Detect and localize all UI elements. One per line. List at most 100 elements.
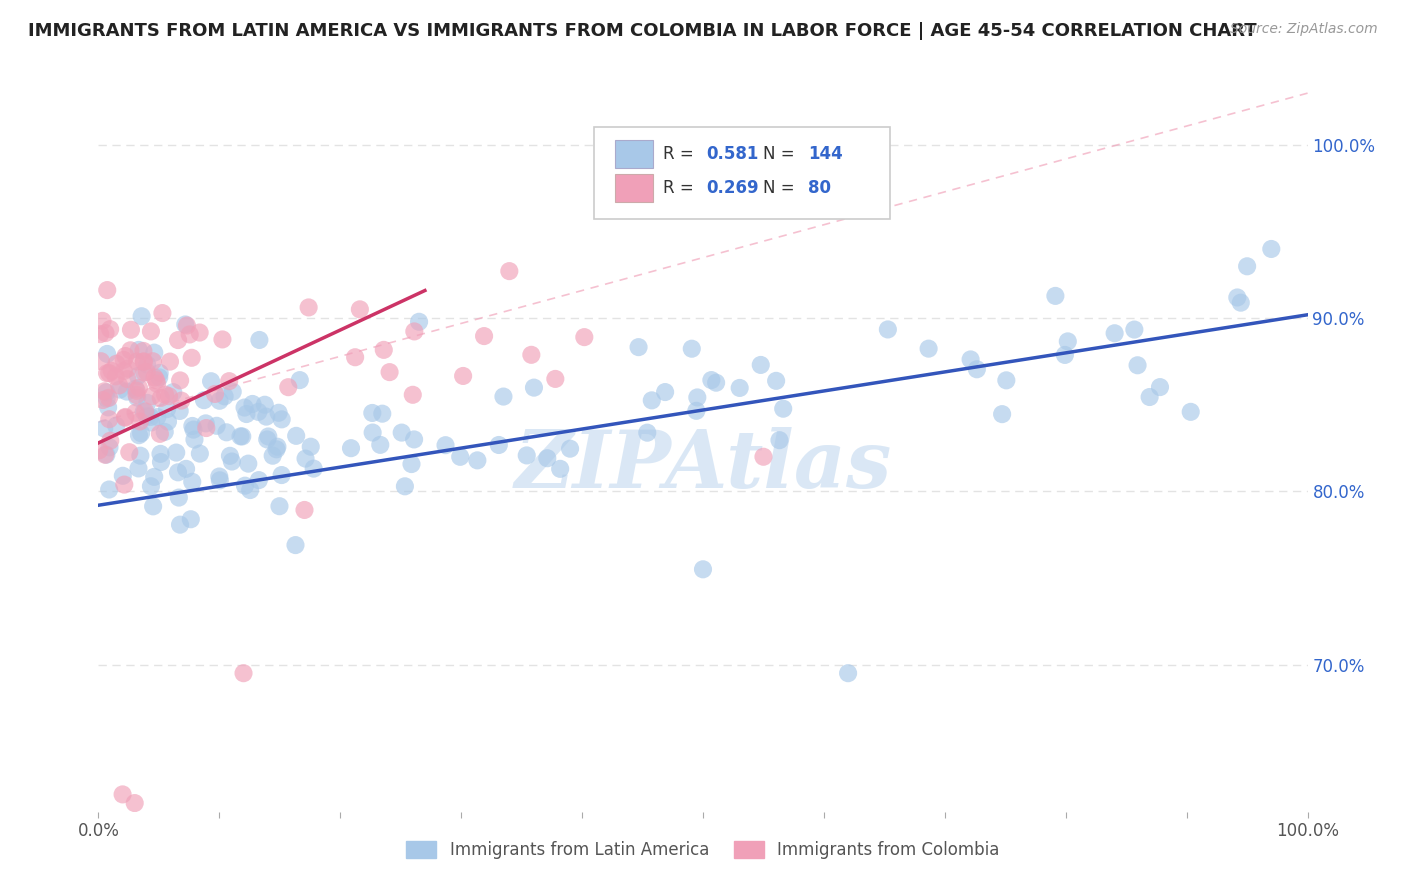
- Point: [408, 315, 430, 329]
- FancyBboxPatch shape: [595, 128, 890, 219]
- Point: [153, 425, 176, 439]
- Point: [349, 302, 371, 317]
- Point: [132, 354, 155, 368]
- Point: [96, 385, 118, 400]
- Point: [174, 318, 197, 332]
- Point: [277, 380, 299, 394]
- Point: [183, 433, 205, 447]
- Point: [170, 393, 193, 408]
- Point: [208, 469, 231, 483]
- Point: [516, 449, 538, 463]
- Point: [139, 416, 162, 430]
- Point: [124, 382, 146, 396]
- Bar: [614, 140, 654, 168]
- Point: [368, 438, 391, 452]
- Point: [222, 384, 245, 399]
- Point: [98, 366, 121, 380]
- Point: [152, 306, 174, 320]
- Point: [285, 429, 308, 443]
- Point: [94, 448, 117, 462]
- Point: [1139, 390, 1161, 404]
- Point: [558, 442, 581, 456]
- Point: [288, 373, 311, 387]
- Point: [299, 440, 322, 454]
- Point: [89, 327, 111, 342]
- Point: [200, 374, 222, 388]
- Point: [262, 449, 284, 463]
- Point: [472, 329, 495, 343]
- Point: [548, 462, 571, 476]
- Point: [125, 388, 148, 402]
- Point: [153, 387, 176, 401]
- Point: [142, 500, 165, 514]
- Point: [169, 404, 191, 418]
- Point: [134, 366, 156, 380]
- Point: [269, 500, 291, 514]
- Point: [402, 388, 425, 402]
- Point: [523, 381, 546, 395]
- Text: IMMIGRANTS FROM LATIN AMERICA VS IMMIGRANTS FROM COLOMBIA IN LABOR FORCE | AGE 4: IMMIGRANTS FROM LATIN AMERICA VS IMMIGRA…: [28, 22, 1257, 40]
- Point: [211, 333, 233, 347]
- Text: Source: ZipAtlas.com: Source: ZipAtlas.com: [1230, 22, 1378, 37]
- Point: [492, 390, 515, 404]
- Point: [165, 445, 187, 459]
- Point: [98, 322, 121, 336]
- Point: [129, 426, 152, 441]
- Point: [257, 429, 280, 443]
- Point: [132, 404, 155, 418]
- Point: [96, 283, 118, 297]
- Point: [373, 343, 395, 357]
- Point: [229, 429, 252, 443]
- Point: [135, 409, 157, 424]
- Point: [232, 666, 254, 681]
- Point: [1149, 380, 1171, 394]
- Point: [267, 406, 290, 420]
- Point: [105, 357, 128, 371]
- Point: [253, 398, 276, 412]
- Point: [136, 396, 159, 410]
- Point: [114, 410, 136, 425]
- Point: [181, 475, 204, 489]
- Point: [266, 440, 288, 454]
- Point: [125, 384, 148, 398]
- Point: [112, 477, 135, 491]
- Point: [627, 340, 650, 354]
- Point: [270, 468, 292, 483]
- Point: [141, 389, 163, 403]
- Point: [124, 796, 146, 810]
- Point: [401, 457, 423, 471]
- Point: [169, 517, 191, 532]
- Point: [104, 369, 127, 384]
- Point: [294, 503, 316, 517]
- Point: [98, 412, 121, 426]
- Point: [135, 365, 157, 379]
- Point: [129, 414, 152, 428]
- Point: [520, 348, 543, 362]
- Text: 144: 144: [808, 145, 844, 163]
- Point: [231, 429, 253, 443]
- Point: [391, 425, 413, 440]
- Point: [183, 423, 205, 437]
- Point: [1053, 348, 1076, 362]
- Point: [128, 343, 150, 357]
- Point: [378, 365, 401, 379]
- Point: [174, 462, 197, 476]
- Point: [686, 391, 709, 405]
- Point: [636, 425, 658, 440]
- Point: [959, 352, 981, 367]
- Point: [94, 326, 117, 340]
- Point: [204, 387, 226, 401]
- Point: [114, 409, 136, 424]
- Point: [837, 666, 859, 681]
- Point: [157, 389, 180, 403]
- Point: [344, 350, 367, 364]
- Point: [132, 343, 155, 358]
- Point: [90, 354, 112, 368]
- Point: [449, 450, 471, 464]
- Point: [195, 421, 218, 435]
- Point: [146, 410, 169, 425]
- Point: [180, 512, 202, 526]
- Point: [233, 478, 256, 492]
- Point: [93, 384, 115, 399]
- Point: [132, 354, 155, 368]
